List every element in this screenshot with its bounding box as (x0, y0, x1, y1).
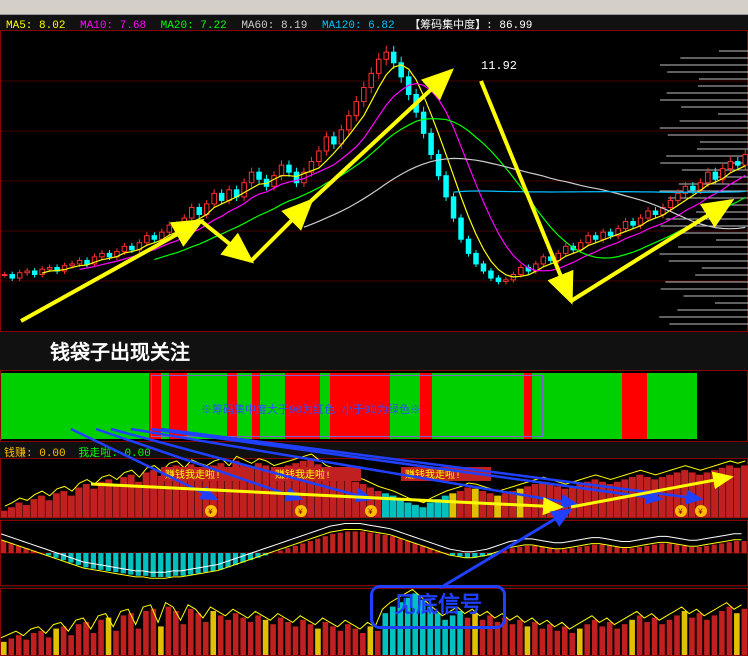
price-chart-panel[interactable]: 11.92 (0, 30, 748, 332)
svg-text:¥: ¥ (368, 508, 373, 517)
annotation-moneybag: 钱袋子出现关注 (50, 336, 190, 365)
price-chart-svg (1, 31, 748, 331)
svg-text:¥: ¥ (698, 508, 703, 517)
svg-text:¥: ¥ (208, 508, 213, 517)
ma-legend: MA5: 8.02 MA10: 7.68 MA20: 7.22 MA60: 8.… (6, 16, 742, 30)
oscillator-svg (1, 521, 748, 585)
svg-text:¥: ¥ (298, 508, 303, 517)
svg-text:¥: ¥ (678, 508, 683, 517)
money-indicator-panel[interactable]: 赚钱我走啦!赚钱我走啦!赚钱我走啦!¥¥¥¥¥ (0, 458, 748, 518)
title-bar (0, 0, 748, 15)
peak-price-label: 11.92 (481, 59, 517, 73)
legend-text: ※筹码集中度大于90为红色 小于90为绿色※ (201, 401, 421, 417)
bottom-signal-text: 见底信号 (394, 592, 482, 617)
bottom-signal-box: 见底信号 (370, 585, 506, 629)
oscillator-panel[interactable] (0, 520, 748, 586)
